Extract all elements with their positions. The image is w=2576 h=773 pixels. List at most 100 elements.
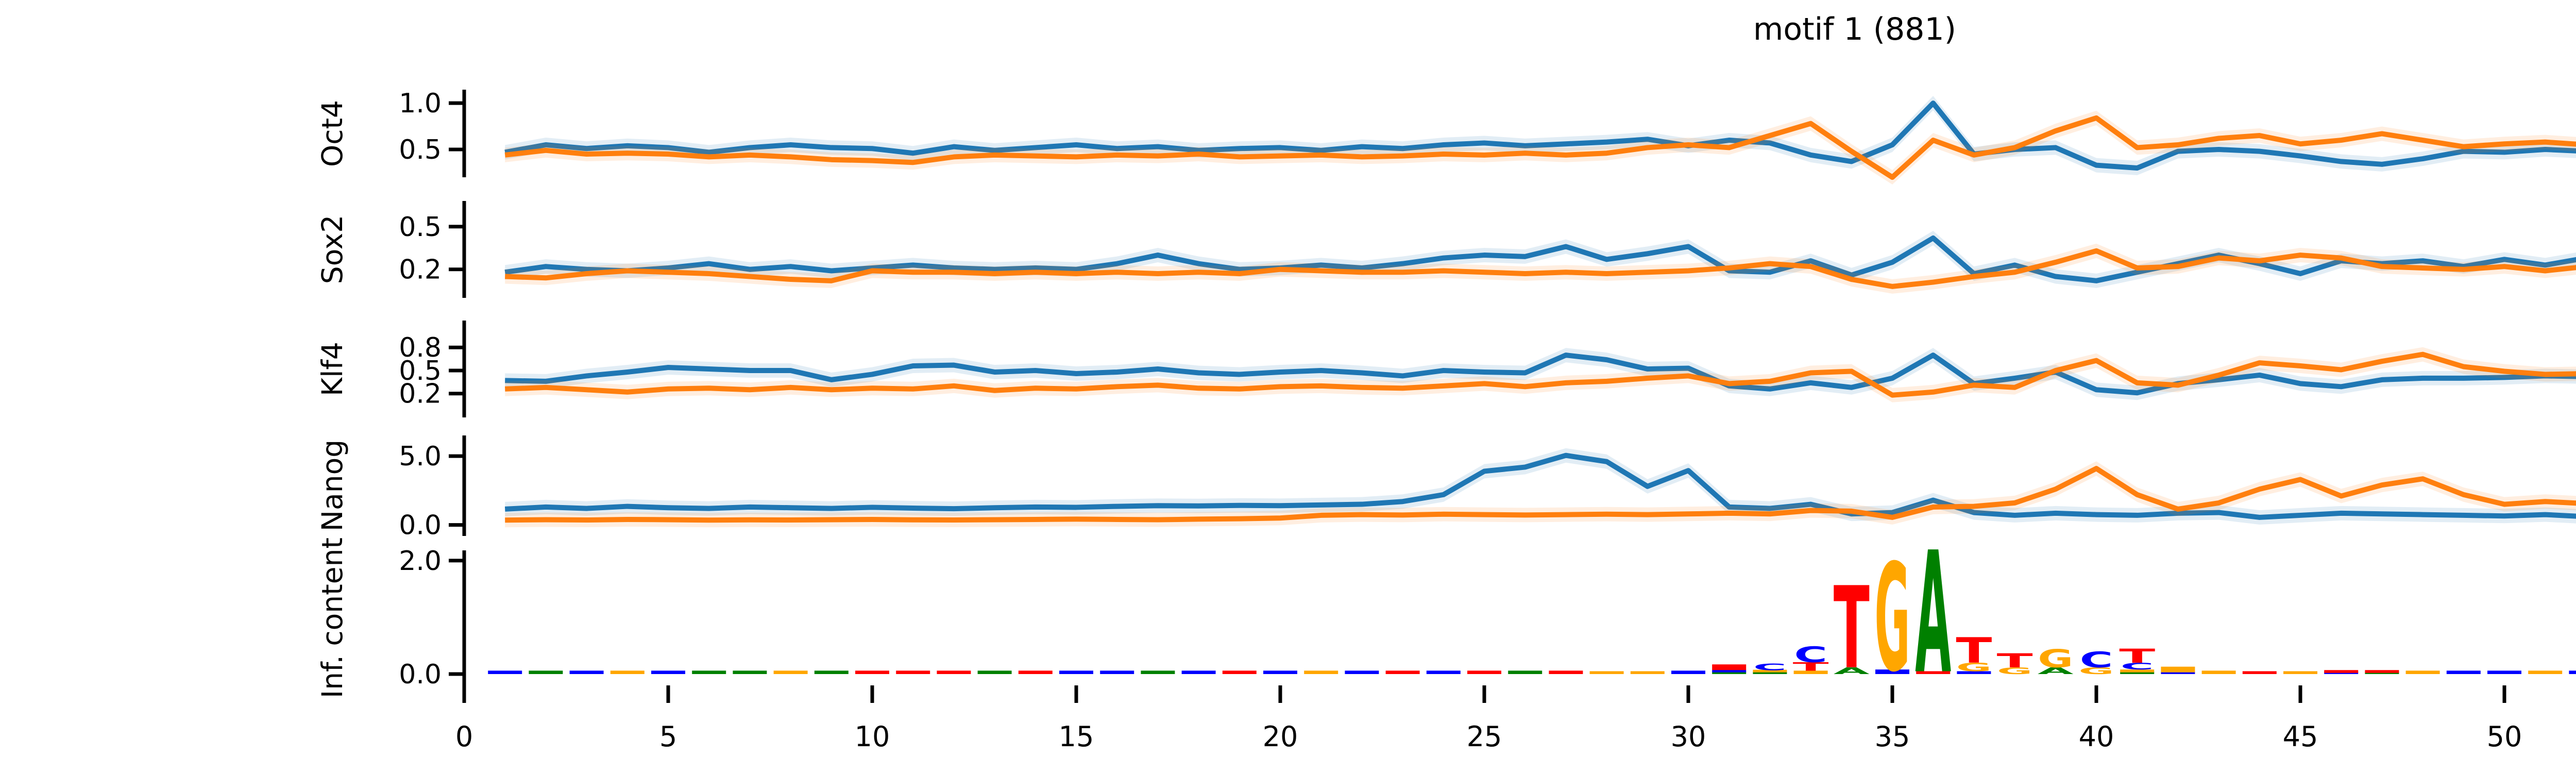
y-tick-label: 2.0 [399,546,442,577]
x-tick-label: 25 [1467,720,1502,753]
x-tick-label: 0 [455,720,473,753]
x-tick-label: 30 [1671,720,1706,753]
logo-letter-G [773,670,808,674]
y-tick-mark [449,147,464,152]
logo-letter-T [1467,670,1501,674]
x-tick-mark [1074,685,1078,703]
logo-letter-C [2161,671,2195,674]
logo-letter-G: G [2038,644,2073,673]
logo-letter-G [1589,671,1624,674]
logo-letter-C: C [2121,661,2154,671]
logo-letter-G: G [2078,666,2114,677]
orange-line [505,466,2576,523]
logo-letter-C [651,670,685,674]
logo-letter-T [2365,670,2399,673]
logo-letter-T: T [1793,660,1829,673]
orange-line [504,115,2576,180]
y-tick-label: 0.2 [399,379,442,410]
x-tick-label: 5 [659,720,677,753]
panel-oct4: 1.0 0.5 [399,88,2576,184]
panel-klf4: 0.80.50.2 [399,321,2576,417]
logo-letter-A [529,670,563,674]
y-tick-label: 1.0 [399,88,442,119]
logo-letter-C [1712,669,1747,673]
logo-letter-A [814,670,849,674]
panel-sox2: 0.50.2 [399,201,2576,298]
logo-letter-C: C [1753,661,1787,672]
y-tick-label: 0.5 [399,212,442,243]
logo-letter-T [937,670,971,674]
y-tick-mark [449,392,464,396]
y-tick-label: 0.0 [399,510,442,541]
x-tick-label: 15 [1059,720,1094,753]
logo-letter-G [610,670,645,674]
logo-letter-T [855,670,889,674]
logo-letter-T [1712,664,1747,670]
logo-letter-C: C [2080,647,2113,673]
logo-letter-G [2161,666,2195,673]
logo-letter-A [977,670,1012,674]
logo-letter-C [1059,670,1093,674]
logo-letter-T [2324,670,2359,673]
logo-letter-G [1793,670,1828,674]
x-tick-label: 20 [1263,720,1298,753]
x-tick-mark [462,685,466,703]
logo-letter-T [896,670,930,674]
logo-letter-C [2569,670,2576,674]
logo-letter-T [2242,671,2277,674]
orange-line [505,248,2576,289]
x-tick-mark [1278,685,1282,703]
logo-letter-C: C [1794,642,1827,667]
logo-letter-C [569,670,604,674]
logo-letter-G [2201,670,2236,674]
x-tick-label: 40 [2079,720,2114,753]
y-tick-mark [449,267,464,272]
x-tick-label: 10 [855,720,890,753]
figure-title: motif 1 (881) [1753,11,1957,47]
y-tick-mark [449,368,464,373]
y-axis-spine [462,435,466,536]
logo-letter-G [2283,671,2317,674]
x-tick-mark [2298,685,2302,703]
x-tick-mark [1890,685,1894,703]
logo-letter-T [1385,670,1420,674]
y-tick-label: 0.8 [399,332,442,363]
logo-letter-C [488,670,522,674]
logo-letter-C [1263,670,1297,674]
logo-letter-C [1671,670,1705,674]
logo-letter-C [2446,670,2481,674]
y-tick-mark [449,225,464,229]
y-tick-mark [449,559,464,563]
logo-letter-G: G [1956,661,1992,674]
x-tick-mark [2094,685,2098,703]
x-tick-mark [1686,685,1690,703]
y-tick-mark [449,672,464,676]
y-tick-mark [449,523,464,527]
logo-letter-A [1508,670,1543,674]
y-tick-label: 0.2 [399,255,442,285]
logo-letter-C [1345,670,1379,674]
x-axis: 0510152025303540455055606570 [455,685,2522,753]
blue-line [505,352,2576,396]
blue-line [504,100,2576,171]
logo-letter-C [1957,671,1991,674]
logo-letter-C [2487,670,2521,674]
logo-letter-A: A [2038,665,2074,676]
logo-letter-G [1304,670,1338,674]
y-tick-mark [449,454,464,458]
logo-letter-C [1875,669,1909,674]
logo-letter-G [2528,670,2563,674]
logo-letter-T: T [1997,649,2033,672]
logo-letter-T [1916,671,1951,674]
y-tick-mark [449,101,464,105]
x-tick-mark [666,685,670,703]
logo-letter-C [1100,670,1134,674]
y-tick-label: 5.0 [399,441,442,472]
logo-letter-G: G [1997,666,2032,677]
logo-letter-T: T [1834,563,1870,695]
logo-letter-G [2405,670,2440,674]
y-axis-spine [462,90,466,177]
